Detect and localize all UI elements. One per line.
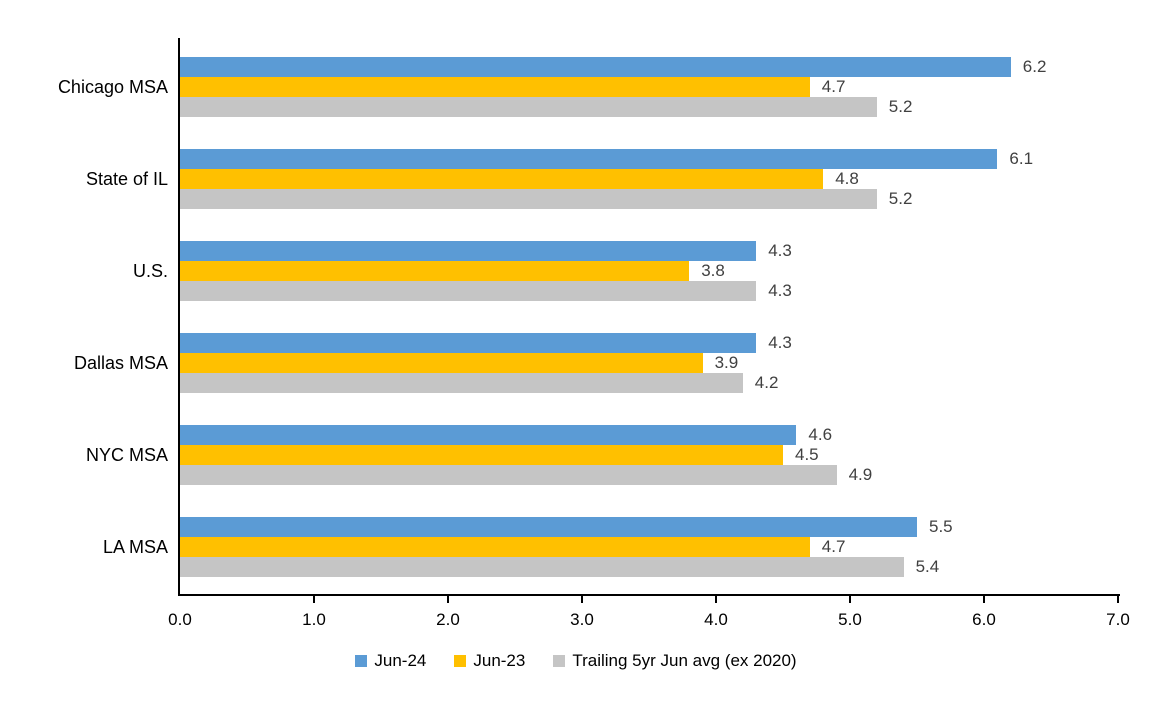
bar-jun-24 xyxy=(180,517,917,537)
legend-label: Jun-23 xyxy=(473,651,526,670)
legend-item-trailing-5yr-jun-avg-ex-2020-: Trailing 5yr Jun avg (ex 2020) xyxy=(553,651,797,671)
x-axis-tick xyxy=(715,596,717,603)
legend-item-jun-24: Jun-24 xyxy=(355,651,426,671)
bar-data-label: 4.5 xyxy=(795,445,819,464)
x-axis-tick-label: 6.0 xyxy=(972,610,996,629)
bar-trailing-5yr-jun-avg-ex-2020- xyxy=(180,465,837,485)
legend-label: Trailing 5yr Jun avg (ex 2020) xyxy=(572,651,797,670)
category-label: U.S. xyxy=(132,260,168,281)
x-axis-line xyxy=(178,594,1120,596)
bar-trailing-5yr-jun-avg-ex-2020- xyxy=(180,281,757,301)
x-axis-tick-label: 3.0 xyxy=(570,610,594,629)
bar-data-label: 3.9 xyxy=(714,353,739,372)
x-axis-tick-label: 7.0 xyxy=(1106,610,1130,629)
x-axis-tick-label: 5.0 xyxy=(838,610,862,629)
bar-jun-23 xyxy=(180,77,810,97)
legend-item-jun-23: Jun-23 xyxy=(454,651,525,671)
category-label: Chicago MSA xyxy=(57,76,168,97)
bar-data-label: 4.2 xyxy=(754,373,779,392)
bar-data-label: 4.7 xyxy=(821,537,846,556)
category-label: LA MSA xyxy=(102,536,168,557)
x-axis-tick-label: 1.0 xyxy=(302,610,326,629)
bar-data-label: 5.2 xyxy=(888,189,913,208)
bar-jun-23 xyxy=(180,169,824,189)
bar-data-label: 6.2 xyxy=(1022,57,1047,76)
bar-data-label: 4.7 xyxy=(821,77,846,96)
bar-jun-23 xyxy=(180,445,783,465)
bar-jun-24 xyxy=(180,333,757,353)
bar-data-label: 4.3 xyxy=(768,333,792,352)
legend-swatch-icon xyxy=(355,655,368,667)
y-axis-line xyxy=(178,38,180,596)
bar-data-label: 4.6 xyxy=(808,425,833,444)
x-axis-tick-label: 2.0 xyxy=(436,610,460,629)
bar-jun-24 xyxy=(180,241,757,261)
x-axis-tick-label: 4.0 xyxy=(704,610,728,629)
bar-data-label: 5.2 xyxy=(888,97,913,116)
bar-data-label: 5.4 xyxy=(915,557,940,576)
bar-data-label: 4.9 xyxy=(848,465,873,484)
category-label: State of IL xyxy=(85,168,168,189)
bar-jun-23 xyxy=(180,261,690,281)
x-axis-tick xyxy=(983,596,985,603)
bar-data-label: 6.1 xyxy=(1009,149,1034,168)
bar-jun-23 xyxy=(180,353,703,373)
bar-data-label: 4.3 xyxy=(768,281,792,300)
x-axis-tick-label: 0.0 xyxy=(168,610,192,629)
bar-data-label: 3.8 xyxy=(701,261,725,280)
bar-trailing-5yr-jun-avg-ex-2020- xyxy=(180,97,877,117)
x-axis-tick xyxy=(581,596,583,603)
bar-data-label: 4.8 xyxy=(835,169,859,188)
bar-jun-24 xyxy=(180,425,797,445)
bar-jun-24 xyxy=(180,149,998,169)
legend-swatch-icon xyxy=(553,655,566,667)
bar-data-label: 5.5 xyxy=(929,517,953,536)
category-label: Dallas MSA xyxy=(73,352,168,373)
chart-legend: Jun-24 Jun-23 Trailing 5yr Jun avg (ex 202… xyxy=(0,651,1152,671)
category-label: NYC MSA xyxy=(85,444,168,465)
bar-trailing-5yr-jun-avg-ex-2020- xyxy=(180,189,877,209)
legend-swatch-icon xyxy=(454,655,467,667)
x-axis-tick xyxy=(313,596,315,603)
bar-jun-23 xyxy=(180,537,810,557)
x-axis-tick xyxy=(849,596,851,603)
x-axis-tick xyxy=(447,596,449,603)
x-axis-tick xyxy=(1117,596,1119,603)
bar-trailing-5yr-jun-avg-ex-2020- xyxy=(180,557,904,577)
legend-label: Jun-24 xyxy=(374,651,427,670)
bar-jun-24 xyxy=(180,57,1011,77)
bar-trailing-5yr-jun-avg-ex-2020- xyxy=(180,373,743,393)
bar-data-label: 4.3 xyxy=(768,241,792,260)
